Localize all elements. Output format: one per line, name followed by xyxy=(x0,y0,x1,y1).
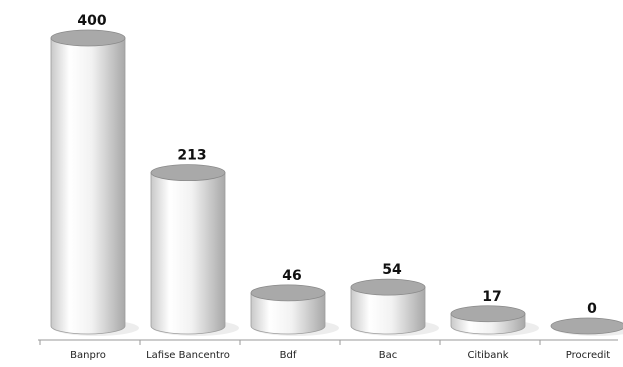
bar-top xyxy=(150,164,226,182)
bar-body xyxy=(250,292,326,335)
bar xyxy=(450,305,539,336)
bar-top xyxy=(50,29,126,47)
x-axis-ticks xyxy=(39,340,541,345)
bar-top xyxy=(550,317,623,335)
bar-top xyxy=(250,284,326,302)
x-tick-label: Bac xyxy=(379,350,398,361)
data-label: 17 xyxy=(482,289,501,305)
x-tick-label: Citibank xyxy=(467,350,508,361)
bar xyxy=(50,29,139,336)
data-label: 46 xyxy=(282,268,301,284)
x-tick-label: Banpro xyxy=(70,350,106,361)
x-axis-labels: Banpro Lafise Bancentro Bdf Bac Citibank Proc… xyxy=(70,350,610,361)
bar-body xyxy=(350,286,426,335)
bar-top xyxy=(450,305,526,323)
x-tick-label: Procredit xyxy=(566,350,611,361)
bar xyxy=(150,164,239,336)
data-label: 54 xyxy=(382,262,402,278)
bar xyxy=(550,317,623,336)
bars-group xyxy=(50,29,623,336)
data-label: 400 xyxy=(77,13,106,29)
x-tick-label: Bdf xyxy=(280,350,297,361)
bar xyxy=(350,278,439,336)
bar-top xyxy=(350,278,426,296)
bar-body xyxy=(50,37,126,335)
data-label: 213 xyxy=(177,148,206,164)
data-labels: 400 213 46 54 17 0 xyxy=(77,13,597,317)
bar-body xyxy=(150,172,226,335)
bar xyxy=(250,284,339,336)
data-label: 0 xyxy=(587,301,597,317)
x-tick-label: Lafise Bancentro xyxy=(146,350,230,361)
